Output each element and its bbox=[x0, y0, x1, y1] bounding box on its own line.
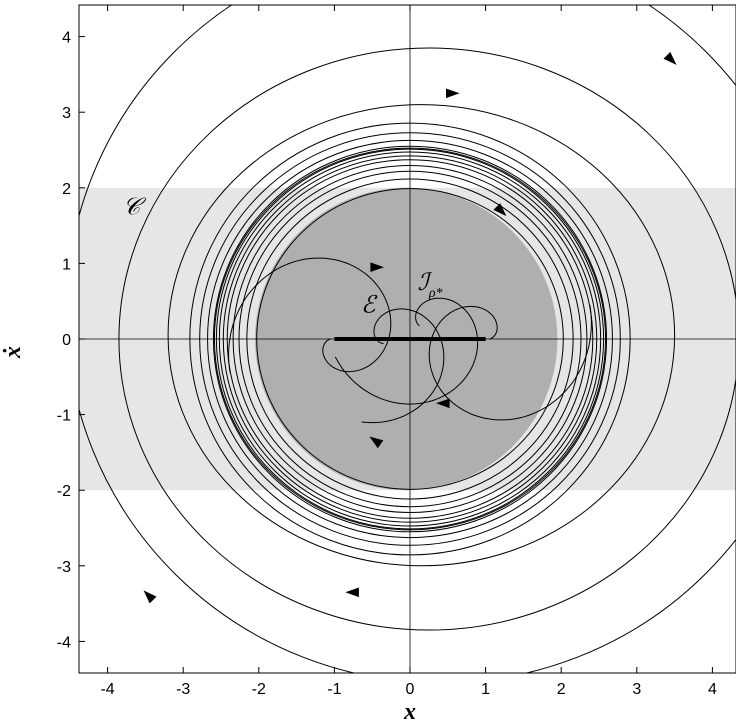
limit-cycle bbox=[212, 145, 608, 533]
inner-orbit bbox=[215, 148, 605, 530]
flow-arrow bbox=[436, 398, 450, 409]
x-tick-label: -4 bbox=[100, 681, 114, 698]
far-orbit bbox=[167, 104, 676, 567]
outer-orbit bbox=[207, 139, 613, 539]
x-tick-label: -2 bbox=[252, 681, 266, 698]
flow-arrow bbox=[345, 587, 359, 598]
x-tick-label: 2 bbox=[557, 681, 566, 698]
y-tick-label: 3 bbox=[62, 105, 71, 122]
y-tick-label: 2 bbox=[62, 181, 71, 198]
y-tick-label: -2 bbox=[57, 483, 71, 500]
y-axis-label: ẋ bbox=[0, 346, 26, 359]
far-orbit bbox=[118, 47, 736, 631]
spiral-trajectory bbox=[334, 297, 479, 405]
spiral-trajectory bbox=[361, 308, 445, 424]
flow-arrow bbox=[143, 590, 157, 604]
flow-arrow bbox=[369, 436, 384, 449]
inner-orbit bbox=[222, 155, 598, 523]
y-tick-label: 1 bbox=[62, 256, 71, 273]
inner-orbit bbox=[246, 178, 574, 500]
y-tick-label: 0 bbox=[62, 332, 71, 349]
flow-arrow bbox=[663, 51, 677, 65]
y-tick-label: -3 bbox=[57, 559, 71, 576]
x-tick-label: -3 bbox=[176, 681, 190, 698]
trajectories bbox=[79, 5, 736, 673]
x-tick-label: 1 bbox=[481, 681, 490, 698]
flow-arrow bbox=[370, 262, 384, 272]
x-tick-label: -1 bbox=[327, 681, 341, 698]
direction-arrows bbox=[143, 51, 677, 604]
inner-orbit bbox=[256, 188, 564, 490]
spiral-trajectory bbox=[428, 305, 592, 421]
inner-orbit bbox=[232, 164, 588, 514]
spiral-trajectory bbox=[228, 257, 392, 373]
flow-arrow bbox=[493, 203, 507, 217]
outer-orbit bbox=[189, 122, 631, 556]
limit-cycle-inner-edge bbox=[213, 147, 607, 531]
inner-orbit bbox=[238, 170, 582, 508]
flow-arrow bbox=[446, 88, 460, 99]
inner-orbit bbox=[218, 151, 602, 527]
inner-orbit bbox=[226, 159, 594, 519]
x-axis-label: x bbox=[403, 699, 416, 724]
x-tick-label: 3 bbox=[632, 681, 641, 698]
y-tick-label: -1 bbox=[57, 408, 71, 425]
x-tick-label: 0 bbox=[406, 681, 415, 698]
ticks: -4 -3 -2 -1 0 1 2 3 4 4 3 2 1 0 -1 -2 -3 -4 bbox=[57, 5, 717, 698]
outer-orbit bbox=[199, 132, 621, 546]
y-tick-label: -4 bbox=[57, 634, 71, 651]
x-tick-label: 4 bbox=[708, 681, 717, 698]
y-tick-label: 4 bbox=[62, 30, 71, 47]
annotation-e: ℰ bbox=[361, 293, 378, 319]
